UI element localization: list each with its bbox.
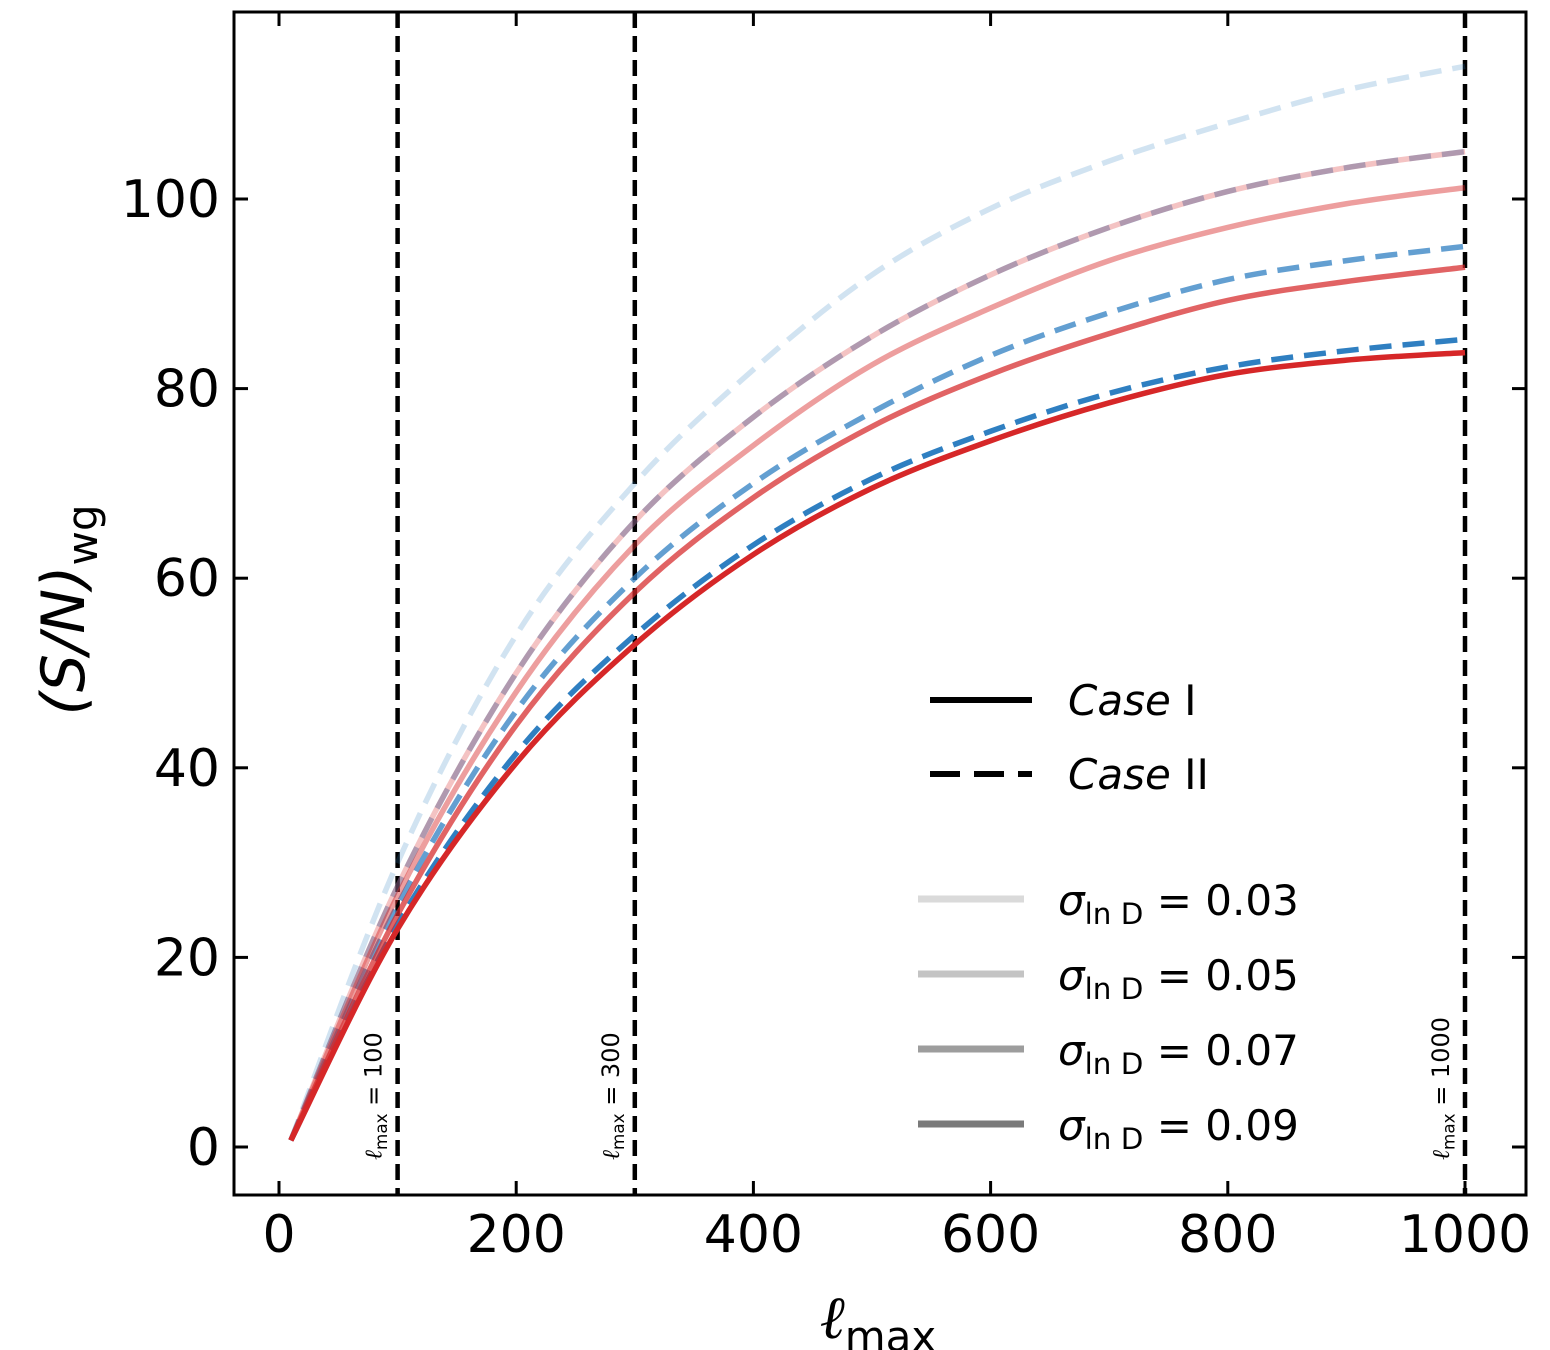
x-axis-label: ℓmax [820, 1283, 937, 1350]
series-line-case-I-sigma-0.07 [288, 264, 1466, 1142]
legend-sigma-label: σln D = 0.07 [1058, 1026, 1299, 1081]
y-tick-label: 20 [154, 928, 220, 988]
y-tick-label: 80 [154, 360, 220, 420]
legend-sigma-label: σln D = 0.03 [1058, 876, 1299, 931]
y-tick-label: 0 [187, 1118, 220, 1178]
x-tick-label: 1000 [1399, 1205, 1531, 1265]
vline-label-300: ℓmax = 300 [597, 1032, 628, 1160]
y-tick-label: 100 [121, 170, 220, 230]
series-line-case-II-sigma-0.09 [288, 336, 1466, 1142]
series-group [288, 63, 1466, 1142]
plot-frame [232, 10, 1528, 1197]
series-line-case-II-sigma-0.03 [288, 63, 1466, 1142]
x-tick-label: 800 [1178, 1205, 1277, 1265]
legend-label-dashed: Case II [1068, 750, 1209, 799]
vline-label-1000: ℓmax = 1000 [1427, 1017, 1458, 1160]
legend-sigma-label: σln D = 0.09 [1058, 1101, 1299, 1156]
x-tick-label: 600 [941, 1205, 1040, 1265]
y-axis-label: (S/N)wg [29, 504, 107, 715]
y-tick-label: 40 [154, 739, 220, 799]
series-line-case-I-sigma-0.05 [288, 184, 1466, 1142]
y-tick-label: 60 [154, 549, 220, 609]
x-tick-label: 400 [704, 1205, 803, 1265]
series-line-case-I-sigma-0.09 [288, 349, 1466, 1142]
legend-label-solid: Case I [1068, 676, 1197, 725]
legend: Case I Case II σln D = 0.03 σln D = 0.05 σln… [918, 676, 1299, 1156]
x-tick-label: 200 [467, 1205, 566, 1265]
legend-sigma-label: σln D = 0.05 [1058, 951, 1299, 1006]
x-tick-label: 0 [262, 1205, 295, 1265]
series-line-case-II-sigma-0.07 [288, 243, 1466, 1142]
series-line-case-I-sigma-0.03 [288, 148, 1466, 1142]
vline-label-100: ℓmax = 100 [360, 1032, 391, 1160]
